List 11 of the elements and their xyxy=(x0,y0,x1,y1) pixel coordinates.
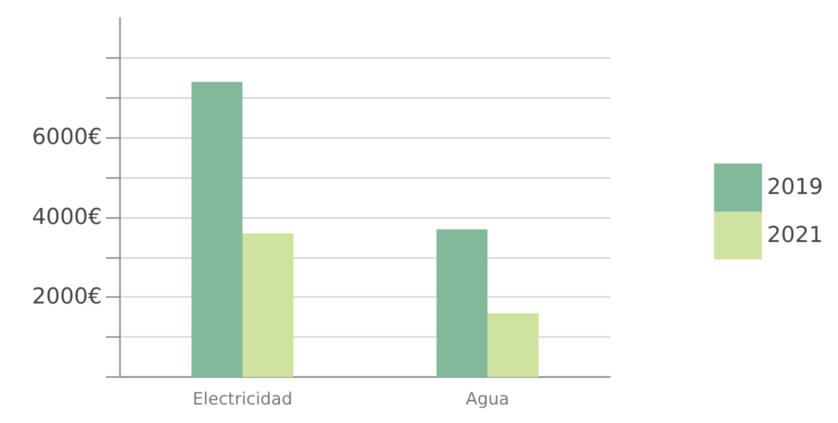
x-tick-label: Agua xyxy=(466,390,510,410)
x-tick-label: Electricidad xyxy=(192,390,292,410)
bar xyxy=(436,229,488,377)
bar xyxy=(488,313,538,377)
y-tick-label: 6000€ xyxy=(32,125,102,150)
bar xyxy=(192,82,242,377)
y-tick-label: 2000€ xyxy=(32,284,102,310)
legend-label: 2019 xyxy=(767,175,824,200)
bar xyxy=(242,233,294,377)
legend-label: 2021 xyxy=(767,223,824,248)
y-tick-label: 4000€ xyxy=(32,204,102,230)
